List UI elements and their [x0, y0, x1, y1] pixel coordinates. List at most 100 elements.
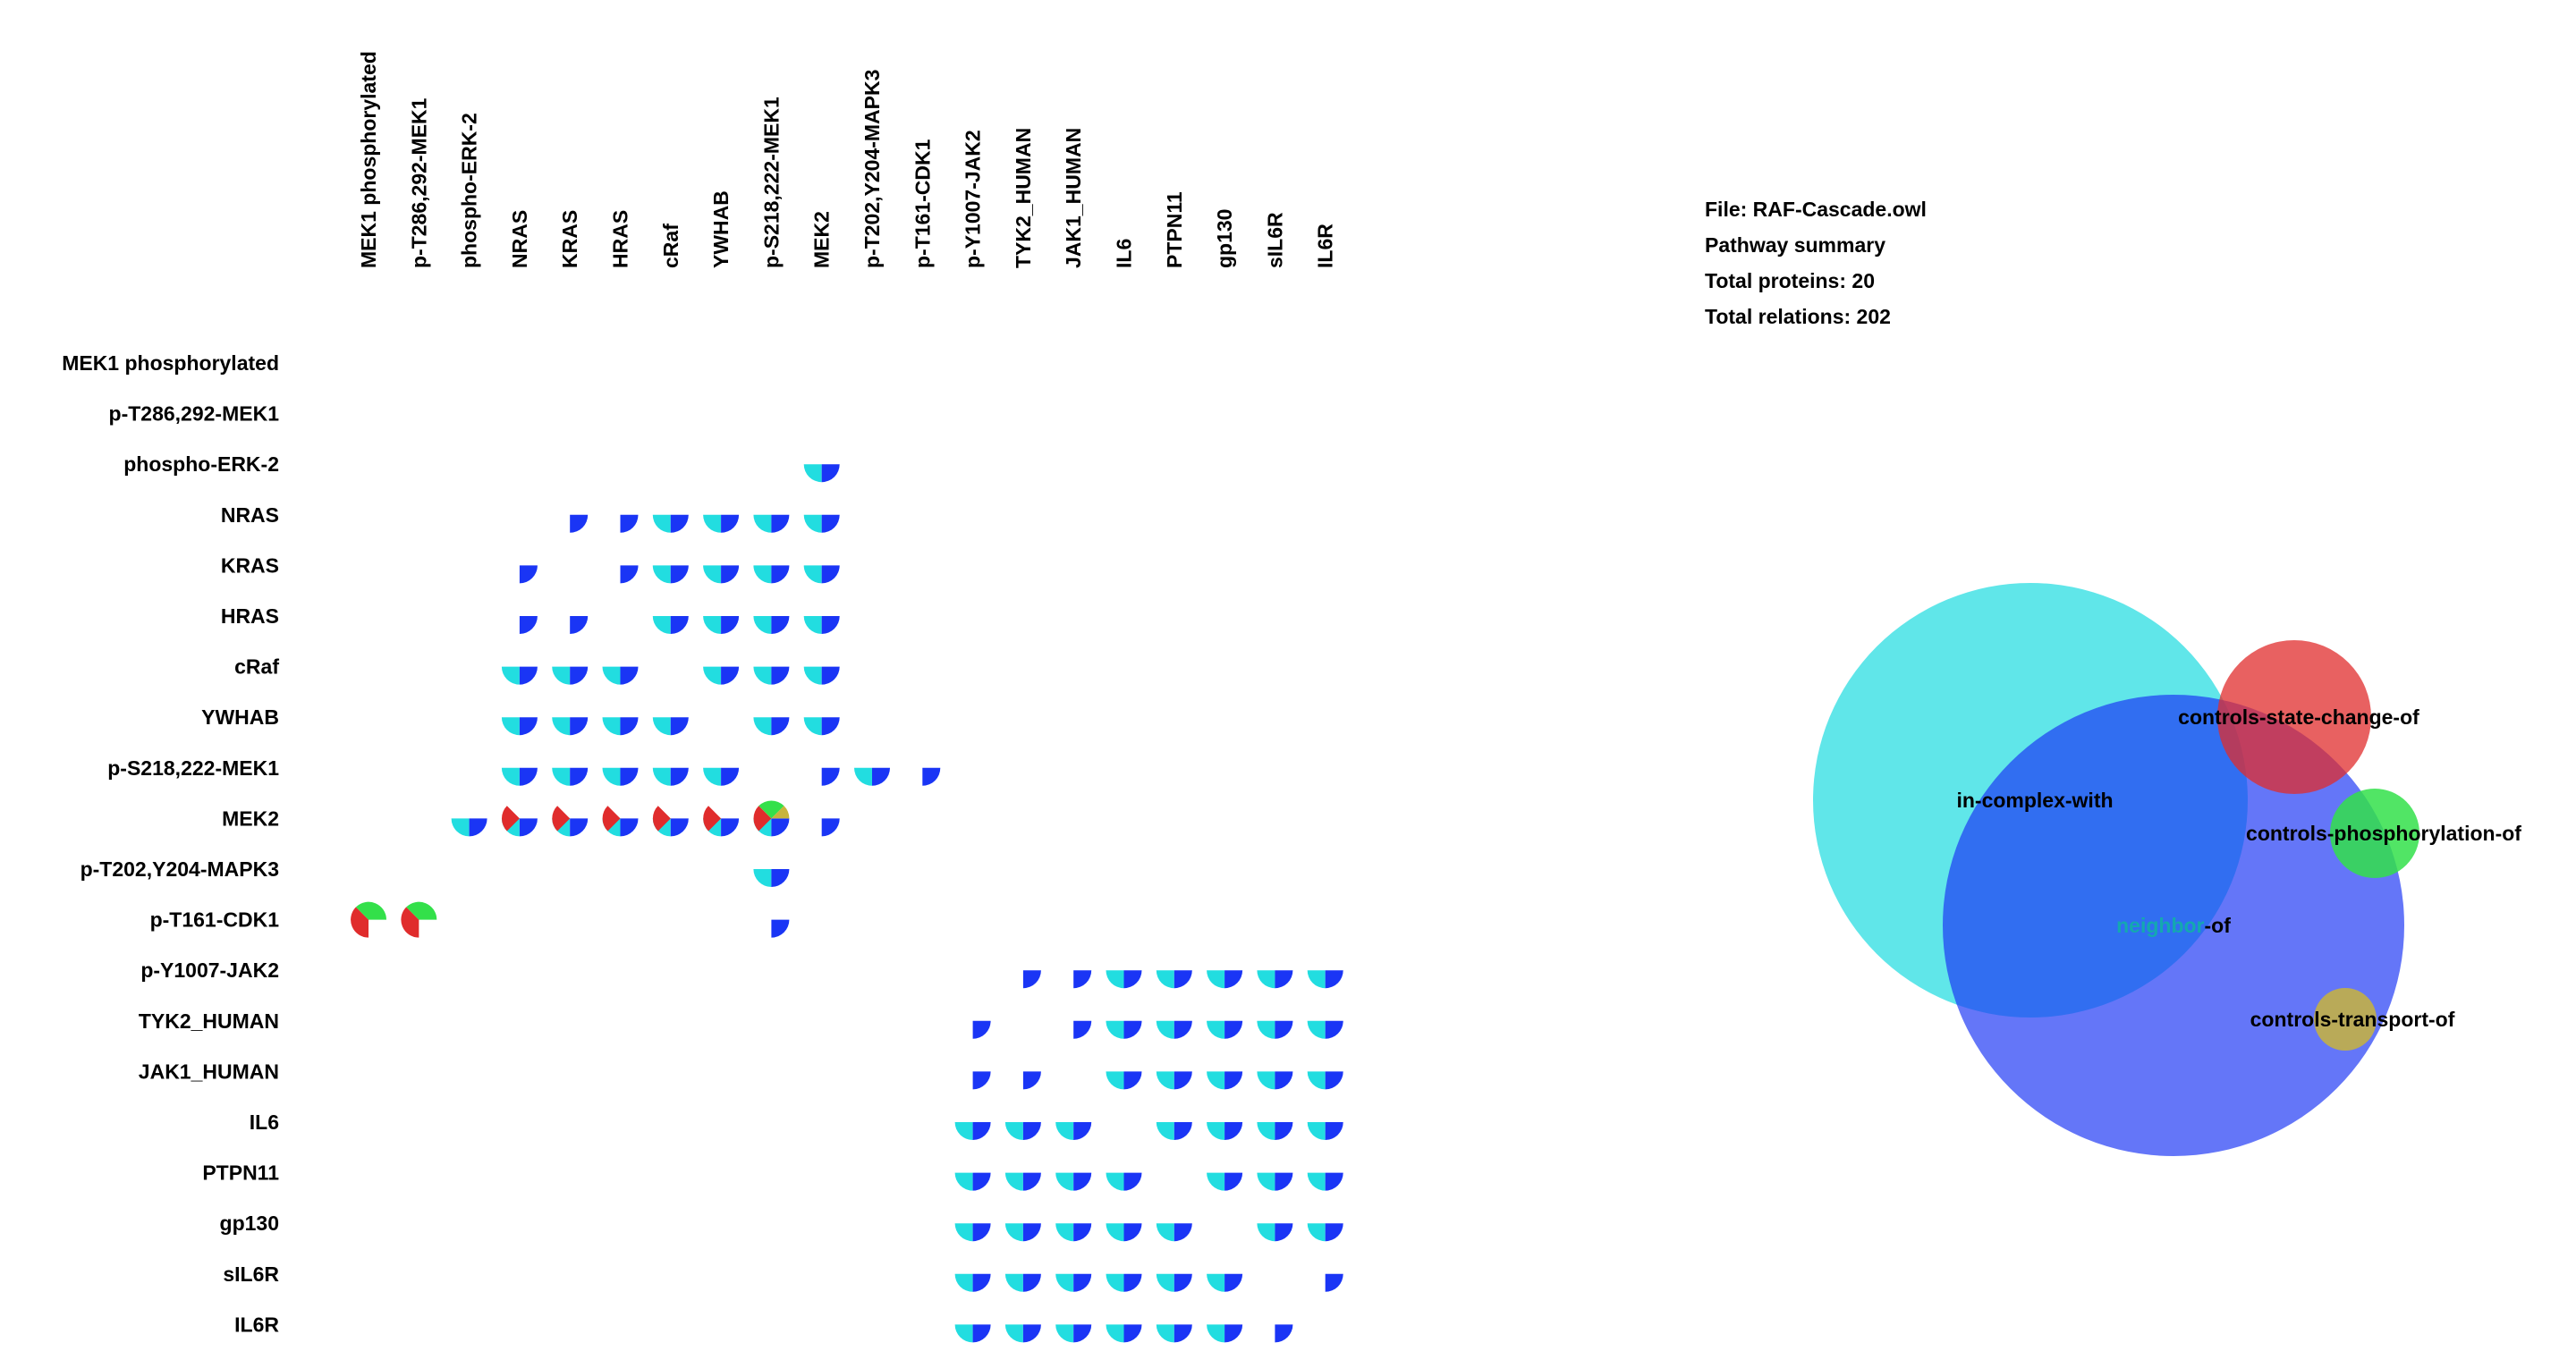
relation-glyph-p-s218-222-mek1-p-t161-cdk1[interactable] [922, 767, 941, 786]
venn-circle-controls-state-change-of[interactable] [2217, 640, 2371, 794]
relation-glyph-gp130-il6r[interactable] [1307, 1223, 1343, 1242]
relation-glyph-kras-p-s218-222-mek1[interactable] [753, 565, 790, 584]
relation-glyph-mek2-craf[interactable] [652, 806, 689, 837]
relation-glyph-kras-nras[interactable] [519, 565, 538, 584]
relation-glyph-il6-jak1-human[interactable] [1055, 1122, 1092, 1140]
relation-glyph-p-t161-cdk1-p-s218-222-mek1[interactable] [771, 919, 790, 938]
relation-glyph-ywhab-craf[interactable] [652, 717, 689, 736]
relation-glyph-p-y1007-jak2-tyk2-human[interactable] [1022, 970, 1041, 989]
relation-glyph-tyk2-human-il6r[interactable] [1307, 1020, 1343, 1039]
relation-glyph-jak1-human-tyk2-human[interactable] [1022, 1071, 1041, 1090]
relation-glyph-il6-tyk2-human[interactable] [1004, 1122, 1041, 1140]
relation-glyph-hras-ywhab[interactable] [703, 616, 740, 634]
relation-glyph-sil6r-tyk2-human[interactable] [1004, 1273, 1041, 1292]
relation-glyph-tyk2-human-il6[interactable] [1106, 1020, 1142, 1039]
relation-glyph-hras-p-s218-222-mek1[interactable] [753, 616, 790, 634]
relation-glyph-tyk2-human-gp130[interactable] [1207, 1020, 1243, 1039]
relation-glyph-craf-kras[interactable] [552, 666, 589, 685]
relation-glyph-gp130-p-y1007-jak2[interactable] [954, 1223, 991, 1242]
relation-glyph-p-y1007-jak2-jak1-human[interactable] [1073, 970, 1092, 989]
relation-glyph-sil6r-jak1-human[interactable] [1055, 1273, 1092, 1292]
relation-glyph-p-s218-222-mek1-mek2[interactable] [821, 767, 840, 786]
relation-glyph-p-s218-222-mek1-ywhab[interactable] [703, 767, 740, 786]
relation-glyph-craf-p-s218-222-mek1[interactable] [753, 666, 790, 685]
relation-glyph-craf-mek2[interactable] [803, 666, 840, 685]
relation-glyph-ptpn11-tyk2-human[interactable] [1004, 1172, 1041, 1191]
relation-glyph-il6-il6r[interactable] [1307, 1122, 1343, 1140]
relation-glyph-mek2-mek2[interactable] [821, 818, 840, 837]
relation-glyph-jak1-human-p-y1007-jak2[interactable] [972, 1071, 991, 1090]
relation-glyph-mek2-p-s218-222-mek1[interactable] [753, 800, 790, 837]
relation-glyph-mek2-nras[interactable] [501, 806, 538, 837]
relation-glyph-il6r-jak1-human[interactable] [1055, 1324, 1092, 1343]
relation-glyph-kras-hras[interactable] [620, 565, 639, 584]
relation-glyph-p-t161-cdk1-mek1-phosphorylated[interactable] [351, 901, 386, 938]
relation-glyph-kras-craf[interactable] [652, 565, 689, 584]
relation-glyph-tyk2-human-jak1-human[interactable] [1073, 1020, 1092, 1039]
relation-glyph-jak1-human-il6[interactable] [1106, 1071, 1142, 1090]
relation-glyph-jak1-human-sil6r[interactable] [1257, 1071, 1293, 1090]
relation-glyph-gp130-il6[interactable] [1106, 1223, 1142, 1242]
relation-glyph-il6r-ptpn11[interactable] [1156, 1324, 1192, 1343]
relation-glyph-nras-mek2[interactable] [803, 514, 840, 533]
relation-glyph-p-y1007-jak2-ptpn11[interactable] [1156, 970, 1192, 989]
relation-glyph-hras-craf[interactable] [652, 616, 689, 634]
relation-glyph-gp130-tyk2-human[interactable] [1004, 1223, 1041, 1242]
relation-glyph-phospho-erk-2-mek2[interactable] [803, 464, 840, 483]
relation-glyph-il6-ptpn11[interactable] [1156, 1122, 1192, 1140]
relation-glyph-sil6r-ptpn11[interactable] [1156, 1273, 1192, 1292]
relation-glyph-mek2-kras[interactable] [552, 806, 589, 837]
venn-circle-neighbor-of[interactable] [1943, 695, 2404, 1156]
relation-glyph-hras-nras[interactable] [519, 616, 538, 634]
relation-glyph-p-s218-222-mek1-hras[interactable] [602, 767, 639, 786]
venn-circle-controls-phosphorylation-of[interactable] [2330, 789, 2419, 878]
relation-glyph-ywhab-mek2[interactable] [803, 717, 840, 736]
relation-glyph-gp130-ptpn11[interactable] [1156, 1223, 1192, 1242]
relation-glyph-gp130-sil6r[interactable] [1257, 1223, 1293, 1242]
relation-glyph-p-y1007-jak2-il6[interactable] [1106, 970, 1142, 989]
relation-glyph-gp130-jak1-human[interactable] [1055, 1223, 1092, 1242]
relation-glyph-ywhab-p-s218-222-mek1[interactable] [753, 717, 790, 736]
relation-glyph-jak1-human-il6r[interactable] [1307, 1071, 1343, 1090]
relation-glyph-p-y1007-jak2-gp130[interactable] [1207, 970, 1243, 989]
relation-glyph-nras-ywhab[interactable] [703, 514, 740, 533]
relation-glyph-jak1-human-gp130[interactable] [1207, 1071, 1243, 1090]
relation-glyph-kras-mek2[interactable] [803, 565, 840, 584]
relation-glyph-tyk2-human-p-y1007-jak2[interactable] [972, 1020, 991, 1039]
relation-glyph-hras-mek2[interactable] [803, 616, 840, 634]
relation-glyph-il6r-sil6r[interactable] [1275, 1324, 1293, 1343]
relation-glyph-hras-kras[interactable] [570, 616, 589, 634]
relation-glyph-ptpn11-il6r[interactable] [1307, 1172, 1343, 1191]
relation-glyph-p-y1007-jak2-il6r[interactable] [1307, 970, 1343, 989]
relation-glyph-ptpn11-jak1-human[interactable] [1055, 1172, 1092, 1191]
relation-glyph-ptpn11-gp130[interactable] [1207, 1172, 1243, 1191]
relation-glyph-ptpn11-p-y1007-jak2[interactable] [954, 1172, 991, 1191]
relation-glyph-p-t202-y204-mapk3-p-s218-222-mek1[interactable] [753, 869, 790, 887]
relation-glyph-ywhab-nras[interactable] [501, 717, 538, 736]
relation-glyph-il6-gp130[interactable] [1207, 1122, 1243, 1140]
relation-glyph-ptpn11-sil6r[interactable] [1257, 1172, 1293, 1191]
relation-glyph-mek2-hras[interactable] [602, 806, 639, 837]
relation-glyph-sil6r-p-y1007-jak2[interactable] [954, 1273, 991, 1292]
relation-glyph-ywhab-kras[interactable] [552, 717, 589, 736]
relation-glyph-nras-hras[interactable] [620, 514, 639, 533]
relation-glyph-p-s218-222-mek1-craf[interactable] [652, 767, 689, 786]
relation-glyph-jak1-human-ptpn11[interactable] [1156, 1071, 1192, 1090]
relation-glyph-nras-p-s218-222-mek1[interactable] [753, 514, 790, 533]
relation-glyph-tyk2-human-ptpn11[interactable] [1156, 1020, 1192, 1039]
relation-glyph-il6r-il6[interactable] [1106, 1324, 1142, 1343]
relation-glyph-nras-kras[interactable] [570, 514, 589, 533]
relation-glyph-sil6r-gp130[interactable] [1207, 1273, 1243, 1292]
venn-circle-controls-transport-of[interactable] [2314, 988, 2377, 1051]
relation-glyph-sil6r-il6r[interactable] [1325, 1273, 1343, 1292]
relation-glyph-p-s218-222-mek1-kras[interactable] [552, 767, 589, 786]
relation-glyph-il6r-tyk2-human[interactable] [1004, 1324, 1041, 1343]
relation-glyph-sil6r-il6[interactable] [1106, 1273, 1142, 1292]
relation-glyph-il6r-gp130[interactable] [1207, 1324, 1243, 1343]
relation-glyph-il6-sil6r[interactable] [1257, 1122, 1293, 1140]
relation-glyph-p-y1007-jak2-sil6r[interactable] [1257, 970, 1293, 989]
relation-glyph-nras-craf[interactable] [652, 514, 689, 533]
relation-glyph-il6r-p-y1007-jak2[interactable] [954, 1324, 991, 1343]
relation-glyph-p-s218-222-mek1-nras[interactable] [501, 767, 538, 786]
relation-glyph-ywhab-hras[interactable] [602, 717, 639, 736]
